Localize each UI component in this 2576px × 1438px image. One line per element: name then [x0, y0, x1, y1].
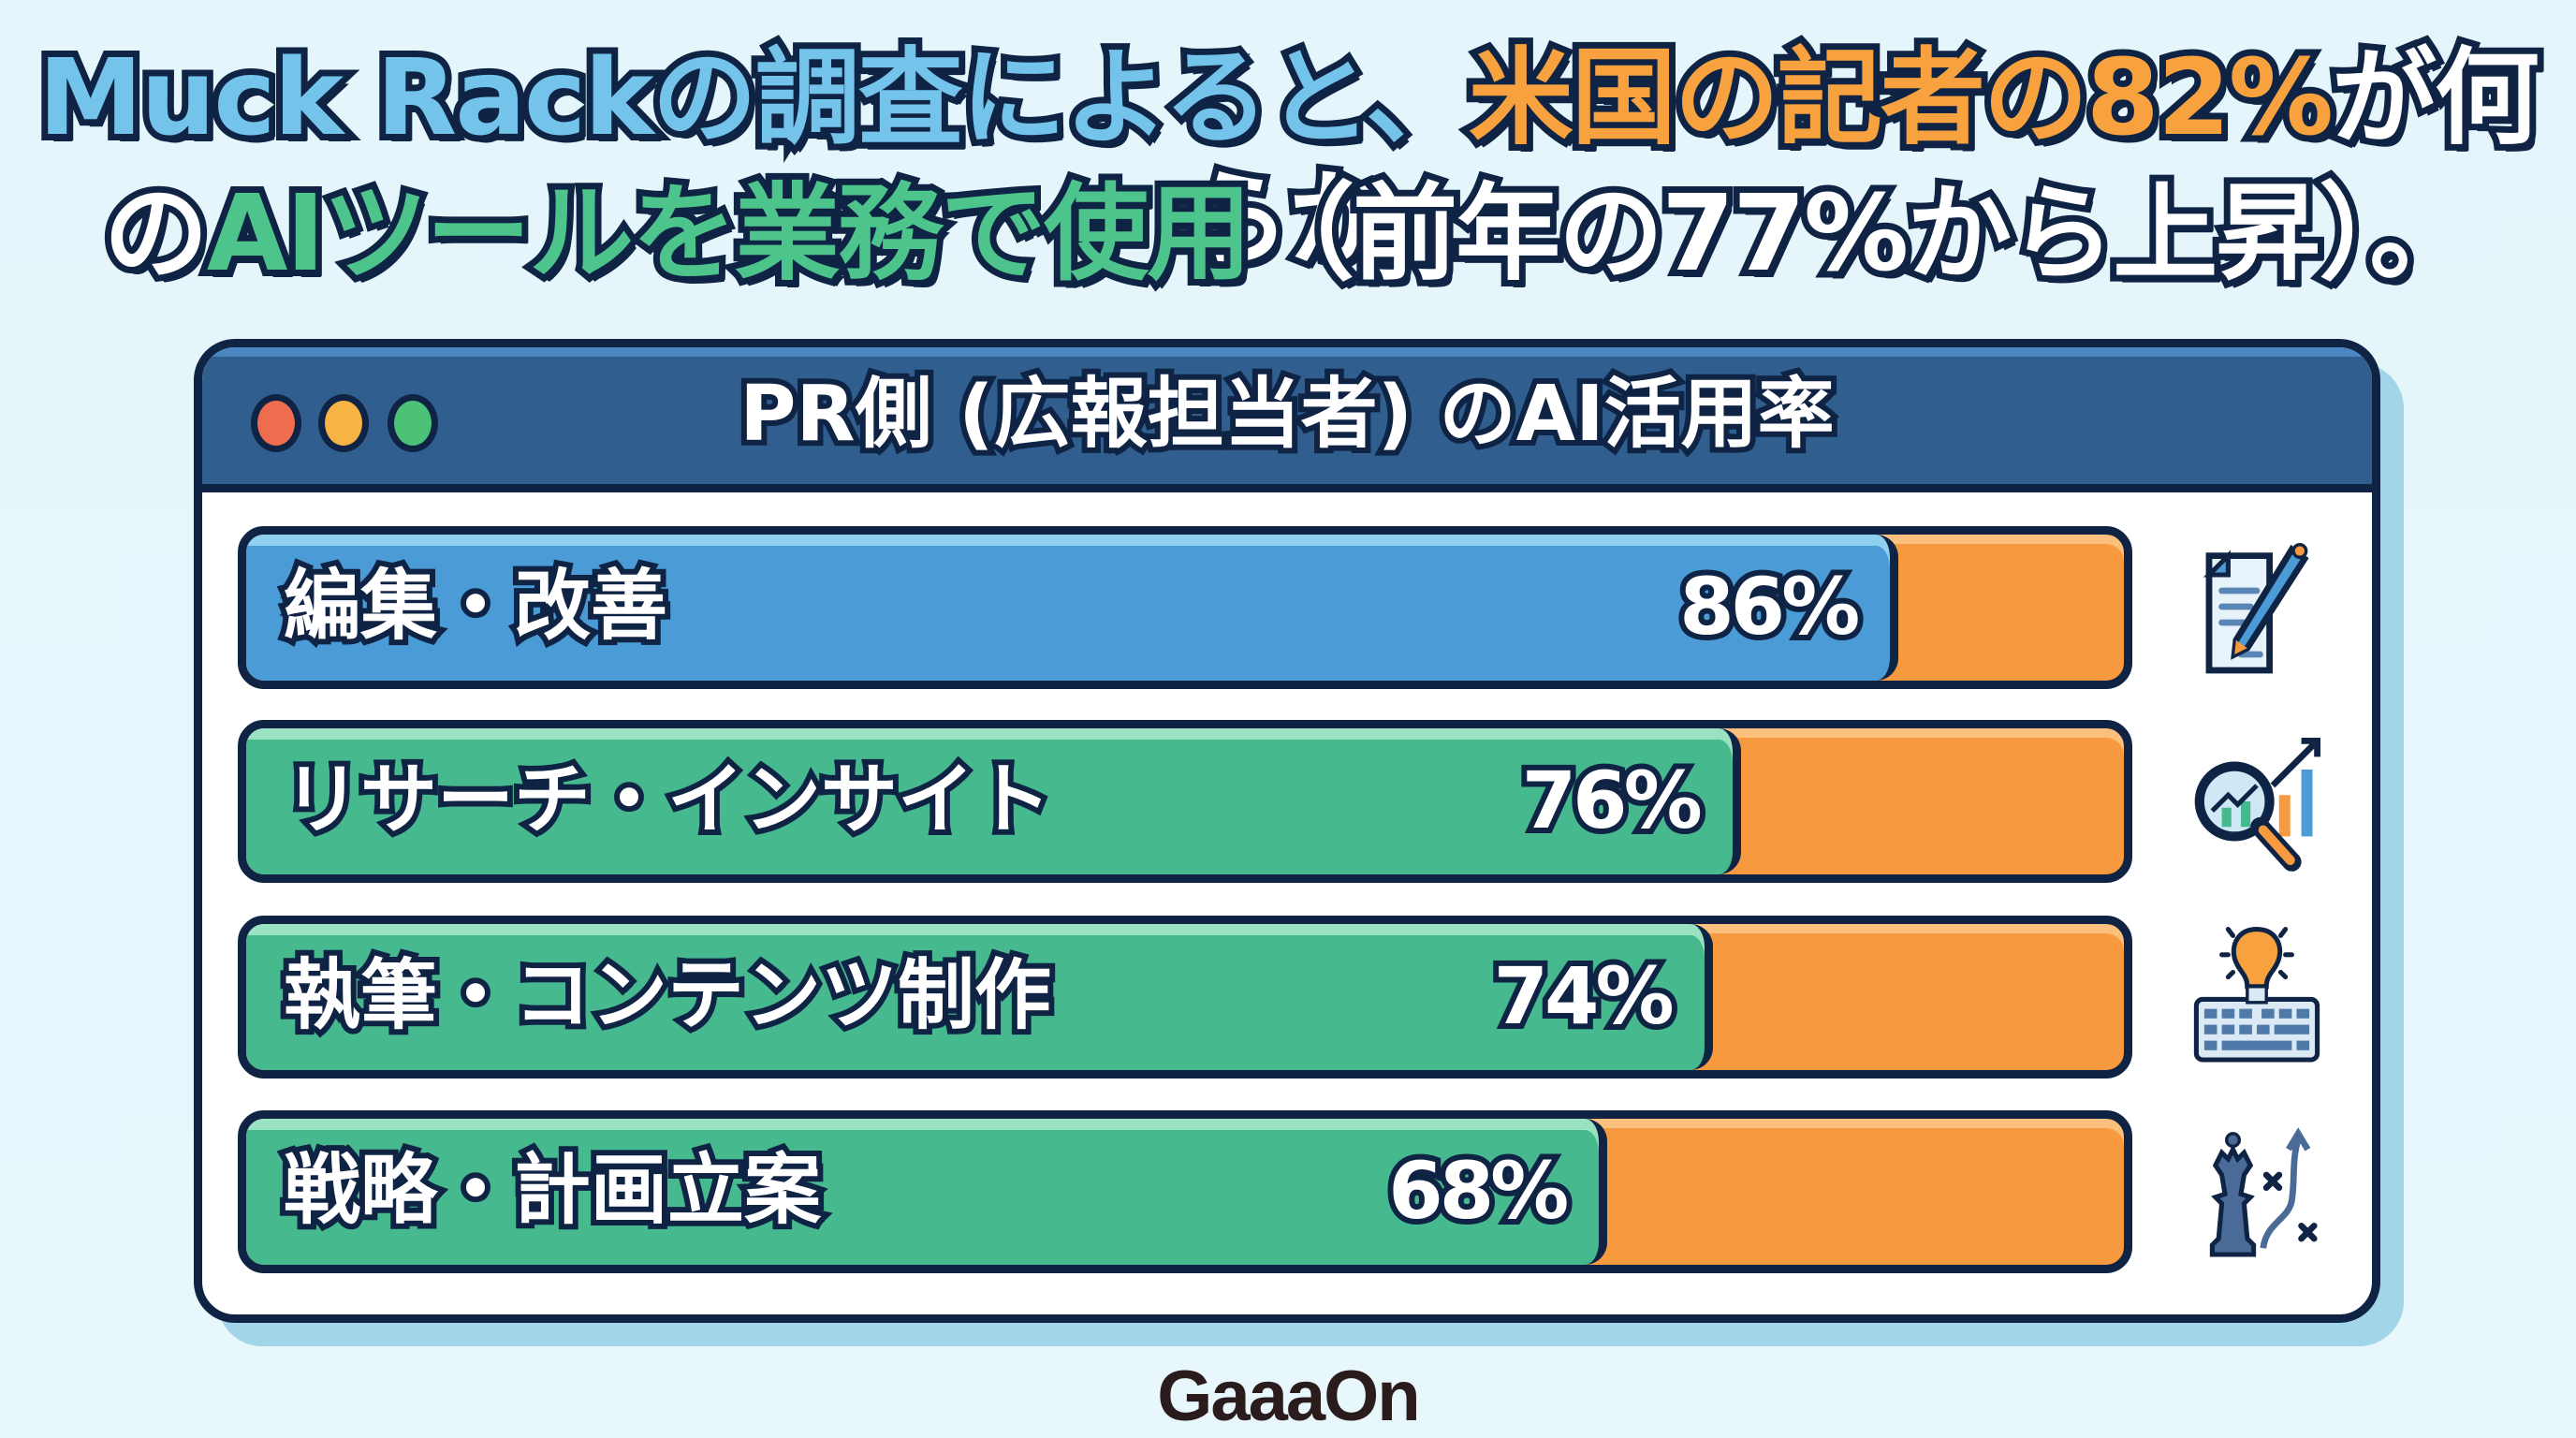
bar-value: 68% — [1383, 1139, 1574, 1242]
bar-label: 編集・改善 — [278, 556, 673, 656]
headline-stat: 米国の記者の82% — [1462, 31, 2340, 166]
headline-text: が何らか — [1178, 31, 2546, 287]
magnifier-chart-icon — [2177, 722, 2336, 881]
chess-strategy-icon — [2177, 1111, 2336, 1270]
lightbulb-keyboard-icon — [2177, 917, 2336, 1076]
close-dot-icon[interactable] — [251, 394, 301, 452]
brand-logo: GaaaOn — [1157, 1357, 1420, 1436]
bar-row: 編集・改善 86% — [238, 526, 2132, 689]
bar-row: 執筆・コンテンツ制作 74% — [238, 916, 2132, 1078]
chart-title: PR側 (広報担当者) のAI活用率 — [734, 364, 1839, 464]
bar-fill: 執筆・コンテンツ制作 74% — [246, 924, 1713, 1070]
bar-label: 執筆・コンテンツ制作 — [278, 946, 1057, 1046]
bar-row: リサーチ・インサイト 76% — [238, 720, 2132, 883]
maximize-dot-icon[interactable] — [388, 394, 438, 452]
bar-label: 戦略・計画立案 — [278, 1140, 827, 1240]
headline-highlight: AIツールを業務で使用 — [200, 167, 1258, 301]
headline-line-2: のAIツールを業務で使用（前年の77%から上昇）。 — [0, 167, 2576, 301]
headline-source: Muck Rackの調査によると、 — [32, 31, 1477, 166]
bar-fill: リサーチ・インサイト 76% — [246, 728, 1741, 874]
minimize-dot-icon[interactable] — [318, 394, 369, 452]
headline-text: の — [97, 167, 215, 301]
document-pen-icon — [2177, 527, 2336, 686]
chart-window: PR側 (広報担当者) のAI活用率 編集・改善 86% リサーチ・インサイト … — [194, 339, 2380, 1323]
headline-line-1: Muck Rackの調査によると、米国の記者の82%が何らか — [0, 31, 2576, 287]
headline-text: （前年の77%から上昇）。 — [1243, 167, 2481, 301]
bar-value: 86% — [1674, 555, 1866, 658]
bar-fill: 戦略・計画立案 68% — [246, 1119, 1608, 1265]
window-titlebar: PR側 (広報担当者) のAI活用率 — [202, 347, 2372, 492]
bar-label: リサーチ・インサイト — [278, 750, 1057, 850]
bar-value: 74% — [1488, 945, 1680, 1048]
bar-fill: 編集・改善 86% — [246, 535, 1899, 681]
bar-row: 戦略・計画立案 68% — [238, 1110, 2132, 1273]
bar-value: 76% — [1516, 749, 1708, 852]
